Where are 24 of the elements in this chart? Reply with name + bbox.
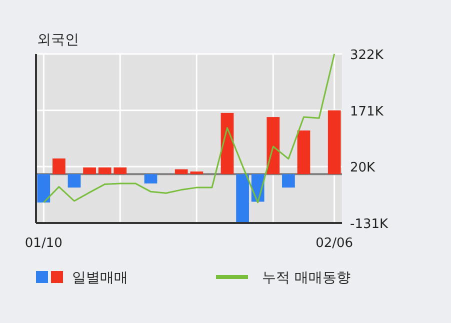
line-series <box>42 53 336 204</box>
y-tick-label: 322K <box>350 48 384 63</box>
bar <box>282 174 295 188</box>
bar <box>328 110 341 174</box>
x-tick-label: 02/06 <box>316 236 354 251</box>
bar <box>114 167 127 174</box>
bar <box>236 174 249 223</box>
y-tick-label: 171K <box>350 104 384 120</box>
bar <box>190 172 204 174</box>
legend-label: 누적 매매동향 <box>262 270 350 286</box>
bar <box>98 167 112 174</box>
bar <box>83 167 96 174</box>
bar <box>266 117 280 174</box>
bar <box>297 130 310 174</box>
bar <box>144 174 158 184</box>
y-tick-label: -131K <box>350 217 389 232</box>
bar <box>52 158 66 174</box>
bar <box>68 174 81 188</box>
bar <box>174 169 188 174</box>
x-tick-label: 01/10 <box>24 236 62 251</box>
chart-title: 외국인 <box>37 32 79 48</box>
y-tick-label: 20K <box>350 160 376 176</box>
bar <box>37 174 50 202</box>
legend-label: 일별매매 <box>72 270 128 286</box>
